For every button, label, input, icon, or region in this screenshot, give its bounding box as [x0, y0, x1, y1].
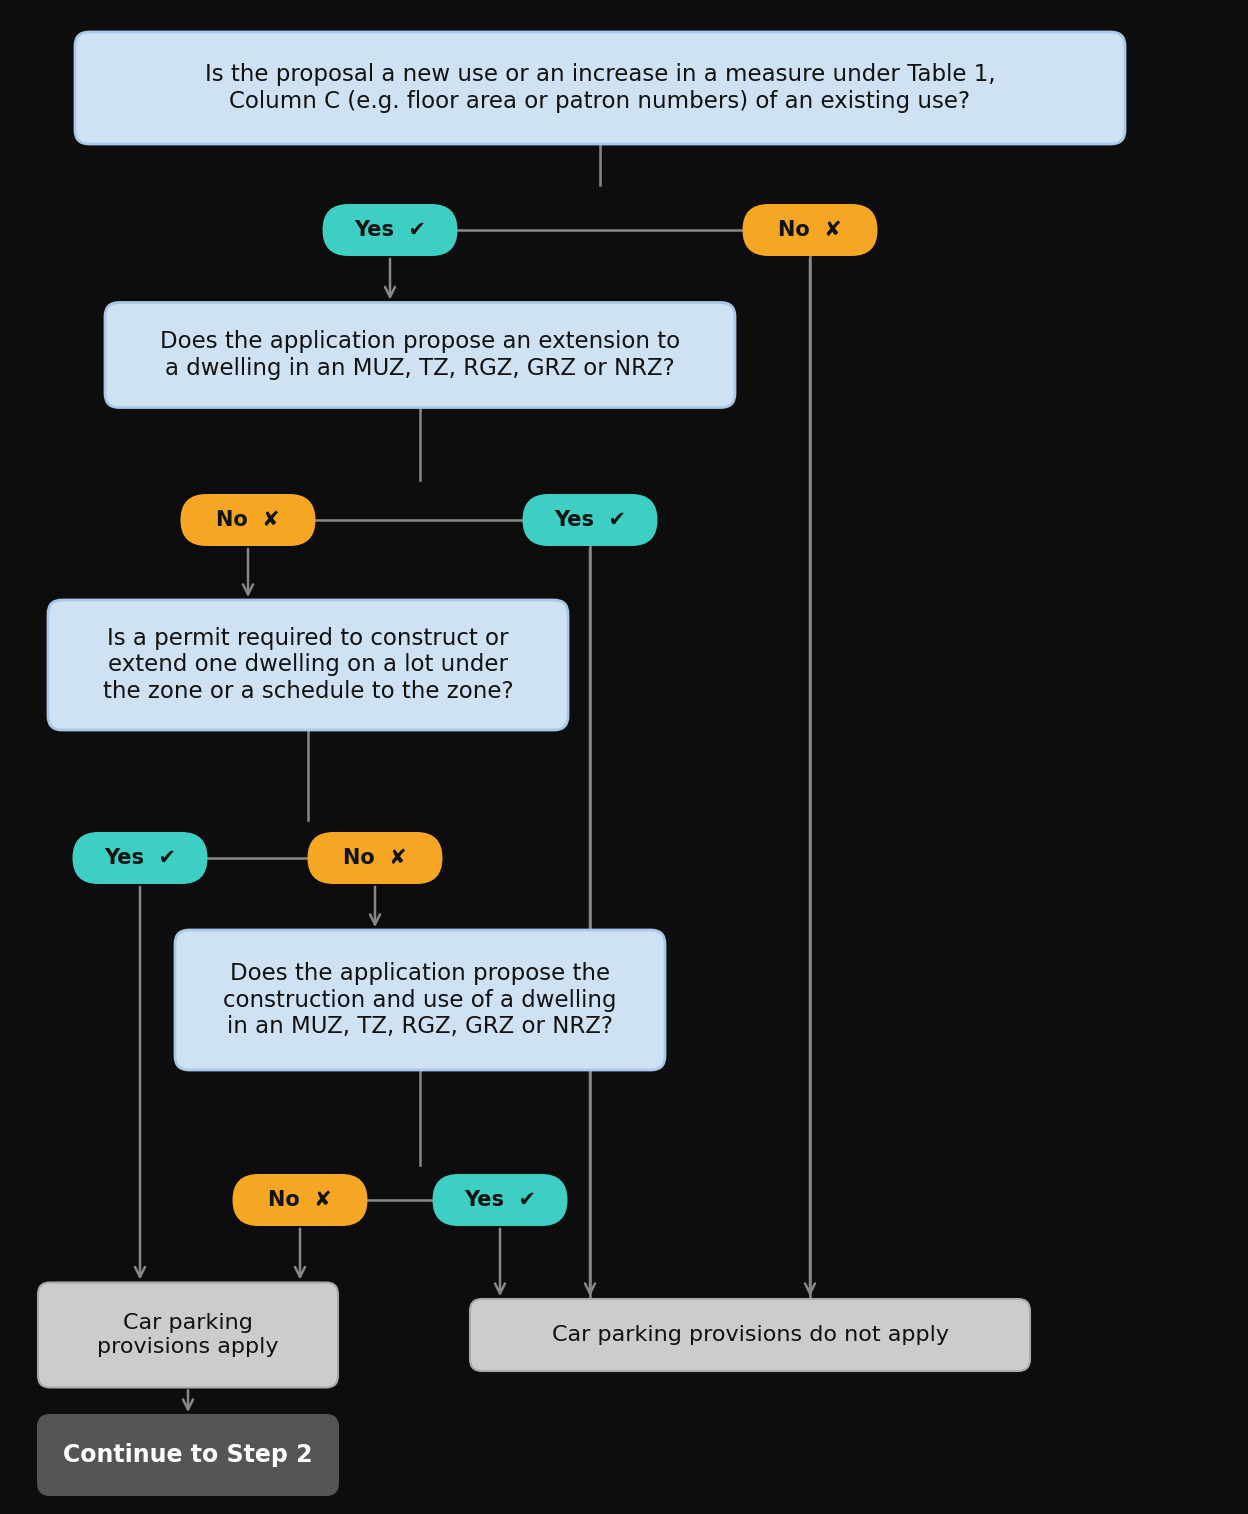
Text: Car parking
provisions apply: Car parking provisions apply [97, 1314, 278, 1357]
Text: Yes  ✔: Yes ✔ [464, 1190, 535, 1210]
Text: Does the application propose the
construction and use of a dwelling
in an MUZ, T: Does the application propose the constru… [223, 961, 617, 1039]
FancyBboxPatch shape [37, 1282, 338, 1387]
Text: No  ✘: No ✘ [216, 510, 280, 530]
FancyBboxPatch shape [175, 930, 665, 1070]
FancyBboxPatch shape [181, 494, 316, 547]
FancyBboxPatch shape [47, 600, 568, 730]
Text: Car parking provisions do not apply: Car parking provisions do not apply [552, 1325, 948, 1344]
FancyBboxPatch shape [75, 32, 1124, 144]
FancyBboxPatch shape [37, 1416, 338, 1494]
Text: Continue to Step 2: Continue to Step 2 [64, 1443, 313, 1467]
Text: Yes  ✔: Yes ✔ [104, 848, 176, 868]
Text: No  ✘: No ✘ [268, 1190, 332, 1210]
Text: No  ✘: No ✘ [343, 848, 407, 868]
Text: Is the proposal a new use or an increase in a measure under Table 1,
Column C (e: Is the proposal a new use or an increase… [205, 64, 996, 114]
Text: Does the application propose an extension to
a dwelling in an MUZ, TZ, RGZ, GRZ : Does the application propose an extensio… [160, 330, 680, 380]
Text: Is a permit required to construct or
extend one dwelling on a lot under
the zone: Is a permit required to construct or ext… [102, 627, 513, 702]
FancyBboxPatch shape [743, 204, 877, 256]
Text: No  ✘: No ✘ [778, 220, 842, 241]
Text: Yes  ✔: Yes ✔ [554, 510, 626, 530]
FancyBboxPatch shape [72, 833, 207, 884]
FancyBboxPatch shape [105, 303, 735, 407]
FancyBboxPatch shape [523, 494, 658, 547]
FancyBboxPatch shape [232, 1173, 367, 1226]
Text: Yes  ✔: Yes ✔ [354, 220, 426, 241]
FancyBboxPatch shape [307, 833, 443, 884]
FancyBboxPatch shape [322, 204, 458, 256]
FancyBboxPatch shape [433, 1173, 568, 1226]
FancyBboxPatch shape [470, 1299, 1030, 1372]
